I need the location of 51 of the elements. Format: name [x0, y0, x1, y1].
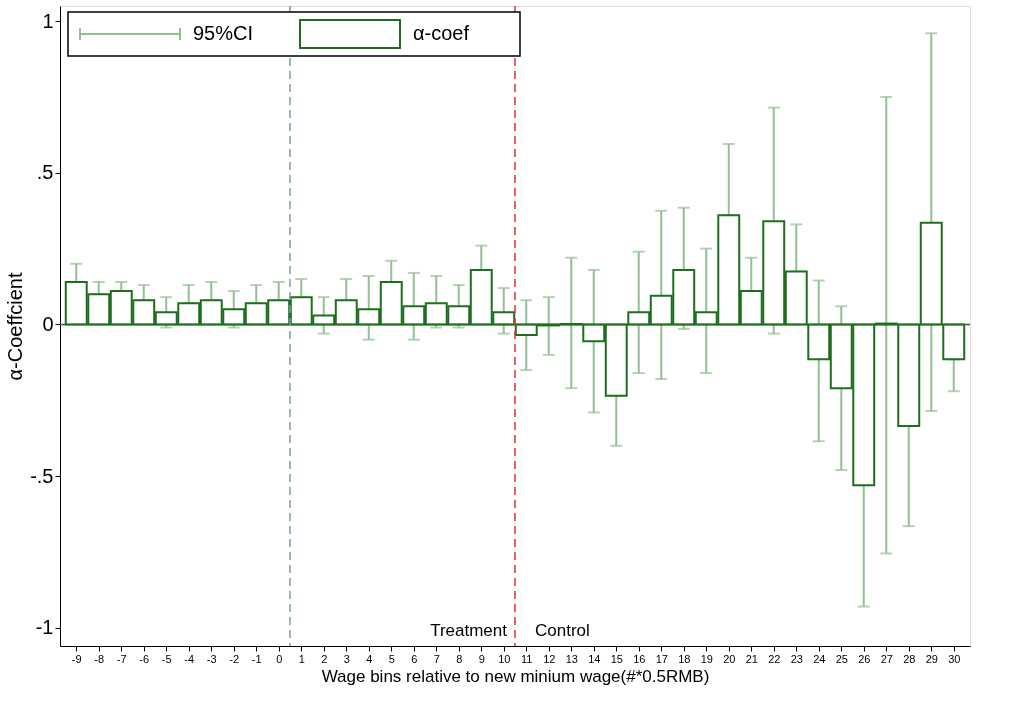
x-tick-label: 22 [768, 652, 781, 665]
x-tick-label: -2 [229, 652, 240, 665]
x-tick-label: 14 [588, 652, 601, 665]
y-tick-label: .5 [36, 161, 54, 184]
x-tick-label: 26 [858, 652, 871, 665]
x-tick-label: 30 [948, 652, 961, 665]
x-tick-label: 28 [903, 652, 916, 665]
x-tick-label: 24 [813, 652, 826, 665]
x-tick-label: -4 [184, 652, 195, 665]
x-tick-label: -6 [139, 652, 150, 665]
x-tick-label: 7 [433, 652, 440, 665]
x-tick-label: 29 [925, 652, 938, 665]
y-axis-title: α-Coeffcient [4, 272, 27, 381]
annotation: Treatment [430, 621, 508, 640]
x-tick-label: 17 [655, 652, 668, 665]
x-tick-label: 27 [880, 652, 893, 665]
x-tick-label: -9 [71, 652, 82, 665]
x-tick-label: 11 [521, 652, 533, 665]
x-tick-label: 8 [456, 652, 463, 665]
x-tick-label: 9 [478, 652, 485, 665]
x-tick-label: 0 [276, 652, 283, 665]
x-tick-label: 20 [723, 652, 736, 665]
x-tick-label: 18 [678, 652, 691, 665]
x-tick-label: -8 [94, 652, 105, 665]
x-tick-label: 4 [366, 652, 373, 665]
x-tick-label: 21 [745, 652, 758, 665]
x-tick-label: -5 [161, 652, 172, 665]
x-tick-label: 23 [790, 652, 803, 665]
y-tick-label: -.5 [30, 464, 54, 487]
x-tick-label: -3 [206, 652, 217, 665]
y-tick-label: -1 [35, 616, 54, 639]
x-tick-label: 6 [411, 652, 418, 665]
x-tick-label: 1 [298, 652, 305, 665]
x-tick-label: -1 [251, 652, 262, 665]
x-tick-label: 19 [700, 652, 713, 665]
x-axis-title: Wage bins relative to new minium wage(#*0.5RMB) [321, 666, 710, 686]
annotation: 95%CI [193, 22, 254, 44]
x-tick-label: 15 [610, 652, 623, 665]
x-tick-label: 25 [835, 652, 848, 665]
x-tick-label: 3 [343, 652, 350, 665]
x-tick-label: 12 [543, 652, 556, 665]
x-tick-label: -7 [116, 652, 127, 665]
annotation: Control [535, 621, 590, 640]
legend-label: α-coef [413, 22, 470, 44]
x-tick-label: 13 [565, 652, 578, 665]
x-tick-label: 5 [388, 652, 395, 665]
x-tick-label: 10 [498, 652, 511, 665]
x-tick-label: 2 [321, 652, 328, 665]
x-tick-label: 16 [633, 652, 646, 665]
y-tick-label: 0 [42, 312, 54, 335]
y-tick-label: 1 [42, 9, 54, 32]
